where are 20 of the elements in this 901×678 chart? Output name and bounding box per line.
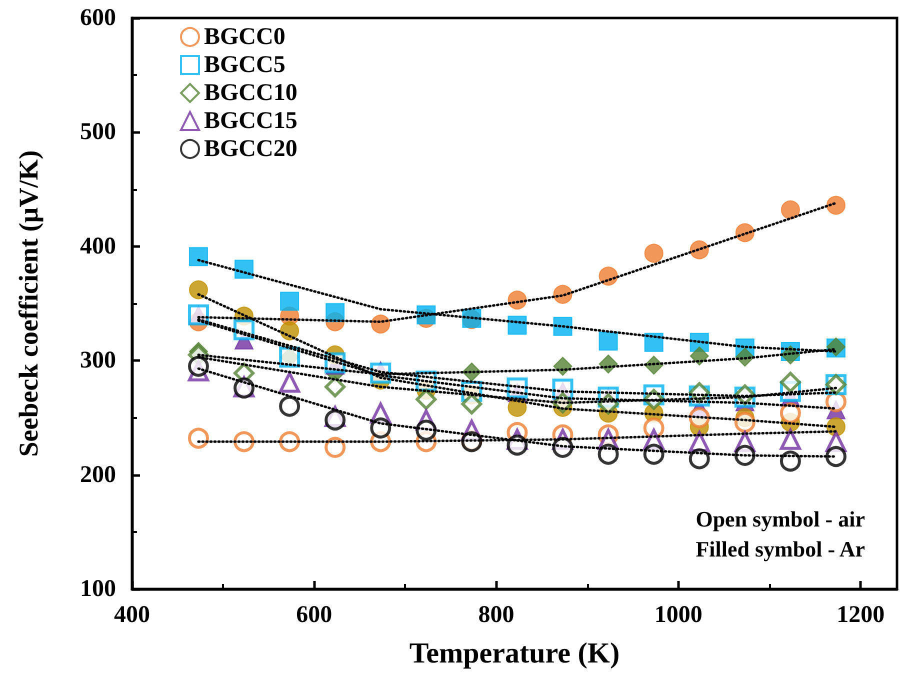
y-tick-label: 600 <box>80 5 116 31</box>
x-tick-label: 600 <box>296 602 332 628</box>
legend-label: BGCC20 <box>204 136 298 162</box>
x-tick-label: 800 <box>478 602 514 628</box>
y-tick-label: 300 <box>80 348 116 374</box>
legend-label: BGCC10 <box>204 80 298 106</box>
x-axis-title: Temperature (K) <box>409 638 620 670</box>
annotation: Filled symbol - Ar <box>696 536 866 562</box>
y-tick-label: 400 <box>80 233 116 260</box>
y-tick-label: 500 <box>80 119 116 146</box>
x-tick-label: 1000 <box>654 602 702 628</box>
y-tick-label: 200 <box>80 462 116 488</box>
annotation: Open symbol - air <box>696 506 866 532</box>
x-tick-label: 1200 <box>836 602 885 628</box>
y-axis-title: Seebeck coefficient (µV/K) <box>14 150 44 457</box>
legend-label: BGCC15 <box>204 108 298 134</box>
legend-label: BGCC0 <box>204 24 286 50</box>
legend-label: BGCC5 <box>204 52 286 78</box>
x-tick-label: 400 <box>114 602 150 628</box>
y-tick-label: 100 <box>80 576 116 602</box>
